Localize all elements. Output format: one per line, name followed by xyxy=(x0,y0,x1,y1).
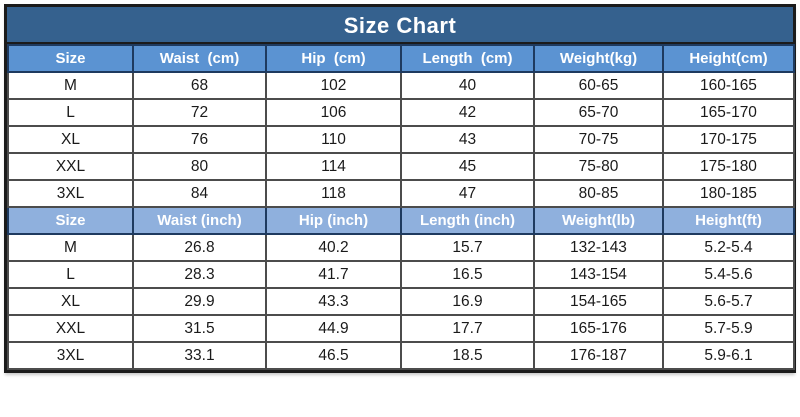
weight-cell: 80-85 xyxy=(533,179,664,208)
hip-cell: 44.9 xyxy=(265,314,402,343)
weight-cell: 70-75 xyxy=(533,125,664,154)
size-cell: 3XL xyxy=(7,341,134,370)
weight-cell: 75-80 xyxy=(533,152,664,181)
header-row-imperial: Size Waist (inch) Hip (inch) Length (inc… xyxy=(7,206,795,235)
height-cell: 5.2-5.4 xyxy=(662,233,795,262)
weight-cell: 132-143 xyxy=(533,233,664,262)
size-cell: XL xyxy=(7,287,134,316)
height-cell: 180-185 xyxy=(662,179,795,208)
weight-cell: 176-187 xyxy=(533,341,664,370)
size-cell: M xyxy=(7,233,134,262)
weight-cell: 165-176 xyxy=(533,314,664,343)
height-cell: 175-180 xyxy=(662,152,795,181)
table-row-metric-m: M 68 102 40 60-65 160-165 xyxy=(7,71,795,100)
table-row-imperial-l: L 28.3 41.7 16.5 143-154 5.4-5.6 xyxy=(7,260,795,289)
column-header-hip-inch: Hip (inch) xyxy=(265,206,402,235)
table-row-imperial-xxl: XXL 31.5 44.9 17.7 165-176 5.7-5.9 xyxy=(7,314,795,343)
waist-cell: 76 xyxy=(132,125,267,154)
size-cell: XL xyxy=(7,125,134,154)
size-cell: XXL xyxy=(7,314,134,343)
table-row-metric-3xl: 3XL 84 118 47 80-85 180-185 xyxy=(7,179,795,208)
waist-cell: 68 xyxy=(132,71,267,100)
length-cell: 15.7 xyxy=(400,233,535,262)
length-cell: 42 xyxy=(400,98,535,127)
column-header-size: Size xyxy=(7,206,134,235)
chart-title: Size Chart xyxy=(7,7,793,44)
hip-cell: 102 xyxy=(265,71,402,100)
height-cell: 160-165 xyxy=(662,71,795,100)
header-row-metric: Size Waist (cm) Hip (cm) Length (cm) Wei… xyxy=(7,44,795,73)
length-cell: 16.5 xyxy=(400,260,535,289)
weight-cell: 143-154 xyxy=(533,260,664,289)
column-header-weight-kg: Weight(kg) xyxy=(533,44,664,73)
column-header-length-inch: Length (inch) xyxy=(400,206,535,235)
hip-cell: 114 xyxy=(265,152,402,181)
column-header-size: Size xyxy=(7,44,134,73)
length-cell: 47 xyxy=(400,179,535,208)
hip-cell: 110 xyxy=(265,125,402,154)
table-row-imperial-m: M 26.8 40.2 15.7 132-143 5.2-5.4 xyxy=(7,233,795,262)
column-header-height-cm: Height(cm) xyxy=(662,44,795,73)
hip-cell: 118 xyxy=(265,179,402,208)
waist-cell: 31.5 xyxy=(132,314,267,343)
waist-cell: 33.1 xyxy=(132,341,267,370)
height-cell: 165-170 xyxy=(662,98,795,127)
length-cell: 43 xyxy=(400,125,535,154)
column-header-height-ft: Height(ft) xyxy=(662,206,795,235)
weight-cell: 154-165 xyxy=(533,287,664,316)
waist-cell: 28.3 xyxy=(132,260,267,289)
size-table: Size Waist (cm) Hip (cm) Length (cm) Wei… xyxy=(7,44,795,370)
length-cell: 40 xyxy=(400,71,535,100)
table-row-metric-xl: XL 76 110 43 70-75 170-175 xyxy=(7,125,795,154)
size-cell: 3XL xyxy=(7,179,134,208)
size-cell: L xyxy=(7,260,134,289)
hip-cell: 40.2 xyxy=(265,233,402,262)
hip-cell: 41.7 xyxy=(265,260,402,289)
length-cell: 17.7 xyxy=(400,314,535,343)
height-cell: 5.7-5.9 xyxy=(662,314,795,343)
column-header-weight-lb: Weight(lb) xyxy=(533,206,664,235)
hip-cell: 43.3 xyxy=(265,287,402,316)
waist-cell: 29.9 xyxy=(132,287,267,316)
weight-cell: 60-65 xyxy=(533,71,664,100)
column-header-hip-cm: Hip (cm) xyxy=(265,44,402,73)
column-header-waist-inch: Waist (inch) xyxy=(132,206,267,235)
waist-cell: 72 xyxy=(132,98,267,127)
size-cell: L xyxy=(7,98,134,127)
size-chart-frame: Size Chart Size Waist (cm) Hip (cm) Leng… xyxy=(4,4,796,373)
table-row-imperial-3xl: 3XL 33.1 46.5 18.5 176-187 5.9-6.1 xyxy=(7,341,795,370)
table-row-imperial-xl: XL 29.9 43.3 16.9 154-165 5.6-5.7 xyxy=(7,287,795,316)
hip-cell: 46.5 xyxy=(265,341,402,370)
waist-cell: 26.8 xyxy=(132,233,267,262)
height-cell: 5.6-5.7 xyxy=(662,287,795,316)
length-cell: 18.5 xyxy=(400,341,535,370)
height-cell: 170-175 xyxy=(662,125,795,154)
waist-cell: 84 xyxy=(132,179,267,208)
size-cell: M xyxy=(7,71,134,100)
height-cell: 5.9-6.1 xyxy=(662,341,795,370)
hip-cell: 106 xyxy=(265,98,402,127)
height-cell: 5.4-5.6 xyxy=(662,260,795,289)
length-cell: 16.9 xyxy=(400,287,535,316)
weight-cell: 65-70 xyxy=(533,98,664,127)
length-cell: 45 xyxy=(400,152,535,181)
column-header-length-cm: Length (cm) xyxy=(400,44,535,73)
size-cell: XXL xyxy=(7,152,134,181)
table-row-metric-xxl: XXL 80 114 45 75-80 175-180 xyxy=(7,152,795,181)
waist-cell: 80 xyxy=(132,152,267,181)
table-row-metric-l: L 72 106 42 65-70 165-170 xyxy=(7,98,795,127)
column-header-waist-cm: Waist (cm) xyxy=(132,44,267,73)
